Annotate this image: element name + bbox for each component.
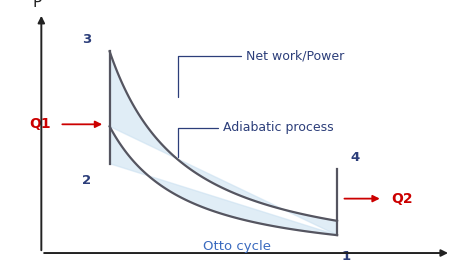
- Text: Q2: Q2: [392, 192, 413, 206]
- Text: Otto cycle: Otto cycle: [203, 240, 271, 253]
- Text: 2: 2: [82, 174, 91, 187]
- Text: P: P: [32, 0, 41, 10]
- Text: 3: 3: [82, 33, 91, 46]
- Text: Adiabatic process: Adiabatic process: [178, 121, 334, 157]
- Text: Q1: Q1: [29, 117, 50, 131]
- Polygon shape: [109, 51, 337, 235]
- Text: Net work/Power: Net work/Power: [178, 50, 344, 97]
- Text: 1: 1: [342, 251, 351, 263]
- Text: 4: 4: [351, 151, 360, 164]
